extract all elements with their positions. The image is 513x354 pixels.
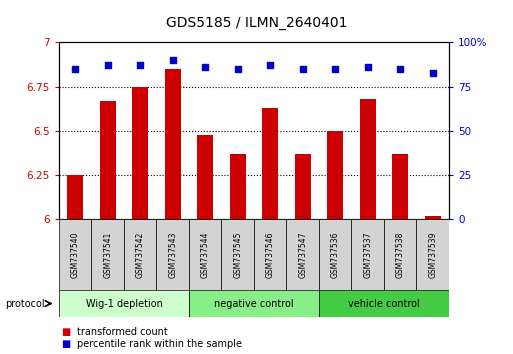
Text: GSM737541: GSM737541 <box>103 232 112 278</box>
Bar <box>197 135 213 219</box>
Text: GSM737545: GSM737545 <box>233 232 242 278</box>
Bar <box>100 101 116 219</box>
Text: GSM737537: GSM737537 <box>363 232 372 278</box>
Point <box>331 66 339 72</box>
Point <box>201 64 209 70</box>
Point <box>169 57 177 63</box>
Bar <box>156 219 189 290</box>
Point <box>136 63 144 68</box>
Text: protocol: protocol <box>5 298 45 309</box>
Point <box>266 63 274 68</box>
Text: Wig-1 depletion: Wig-1 depletion <box>86 298 163 309</box>
Point <box>233 66 242 72</box>
Text: percentile rank within the sample: percentile rank within the sample <box>77 339 242 349</box>
Text: GSM737543: GSM737543 <box>168 232 177 278</box>
Text: transformed count: transformed count <box>77 327 168 337</box>
Text: GSM737539: GSM737539 <box>428 232 437 278</box>
Bar <box>286 219 319 290</box>
Text: GSM737546: GSM737546 <box>266 232 274 278</box>
Point <box>71 66 80 72</box>
Bar <box>392 154 408 219</box>
Bar <box>189 219 222 290</box>
Bar <box>262 108 278 219</box>
Bar <box>59 290 189 317</box>
Text: GSM737547: GSM737547 <box>298 232 307 278</box>
Bar <box>360 99 376 219</box>
Bar <box>417 219 449 290</box>
Point <box>396 66 404 72</box>
Bar <box>222 219 254 290</box>
Bar <box>327 131 343 219</box>
Bar <box>424 216 441 219</box>
Text: vehicle control: vehicle control <box>348 298 420 309</box>
Bar <box>59 219 91 290</box>
Text: GSM737538: GSM737538 <box>396 232 405 278</box>
Text: GSM737540: GSM737540 <box>71 232 80 278</box>
Point <box>364 64 372 70</box>
Bar <box>124 219 156 290</box>
Text: ■: ■ <box>62 339 71 349</box>
Bar <box>189 290 319 317</box>
Bar <box>229 154 246 219</box>
Bar <box>254 219 286 290</box>
Text: ■: ■ <box>62 327 71 337</box>
Bar <box>319 290 449 317</box>
Text: GSM737544: GSM737544 <box>201 232 210 278</box>
Bar <box>319 219 351 290</box>
Point <box>299 66 307 72</box>
Point <box>104 63 112 68</box>
Text: negative control: negative control <box>214 298 294 309</box>
Point <box>428 70 437 75</box>
Bar <box>132 87 148 219</box>
Text: GSM737542: GSM737542 <box>136 232 145 278</box>
Bar <box>67 175 83 219</box>
Text: GDS5185 / ILMN_2640401: GDS5185 / ILMN_2640401 <box>166 16 347 30</box>
Bar <box>384 219 417 290</box>
Bar <box>351 219 384 290</box>
Text: GSM737536: GSM737536 <box>331 232 340 278</box>
Bar <box>294 154 311 219</box>
Bar <box>91 219 124 290</box>
Bar <box>165 69 181 219</box>
